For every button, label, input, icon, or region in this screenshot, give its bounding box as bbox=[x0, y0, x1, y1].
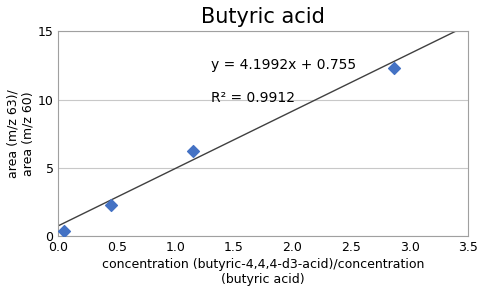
Point bbox=[189, 149, 197, 154]
Point bbox=[107, 202, 115, 207]
X-axis label: concentration (butyric-4,4,4-d3-acid)/concentration
(butyric acid): concentration (butyric-4,4,4-d3-acid)/co… bbox=[102, 258, 424, 286]
Text: y = 4.1992x + 0.755: y = 4.1992x + 0.755 bbox=[210, 59, 355, 72]
Title: Butyric acid: Butyric acid bbox=[201, 7, 325, 27]
Point bbox=[390, 66, 397, 71]
Text: R² = 0.9912: R² = 0.9912 bbox=[210, 91, 294, 105]
Y-axis label: area (m/z 63)/
area (m/z 60): area (m/z 63)/ area (m/z 60) bbox=[7, 89, 35, 178]
Point bbox=[60, 228, 68, 233]
